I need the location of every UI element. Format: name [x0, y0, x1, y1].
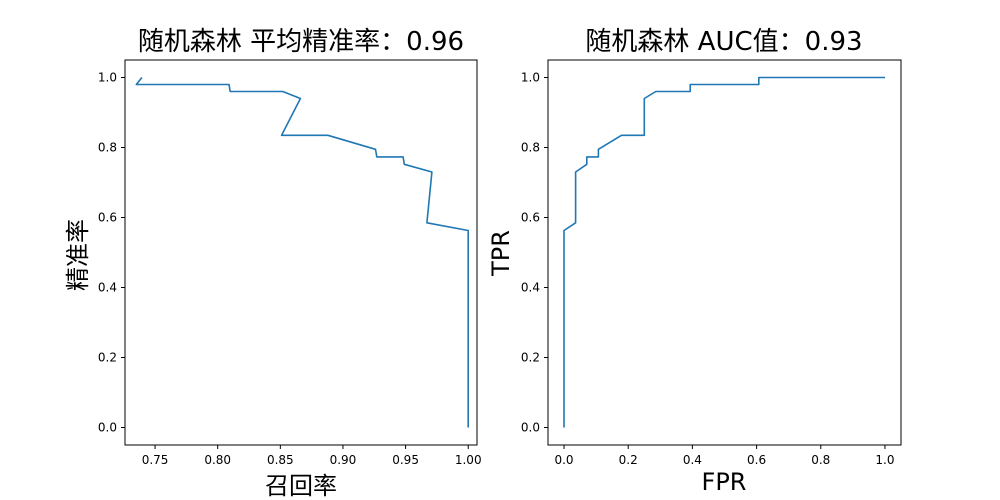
roc-panel: 随机森林 AUC值：0.93 FPR TPR 0.0 0.2 0.4 0.6 0.8 1.… [487, 27, 902, 496]
roc-x-tick-label: 0.8 [811, 453, 830, 467]
pr-y-tick-label: 1.0 [98, 71, 117, 85]
pr-curve-line [135, 77, 469, 428]
pr-y-tick-label: 0.4 [98, 281, 117, 295]
pr-ticks: 0.75 0.80 0.85 0.90 0.95 1.00 0.0 0.2 0.4 0.6 0.8 1… [98, 71, 482, 468]
pr-plot-frame [124, 59, 478, 446]
roc-y-tick-label: 0.8 [521, 141, 540, 155]
pr-y-axis-label: 精准率 [64, 219, 92, 291]
roc-plot-frame [547, 59, 902, 446]
roc-y-tick-label: 0.0 [521, 421, 540, 435]
roc-curve-line [563, 76, 885, 428]
pr-x-tick-label: 0.80 [204, 453, 231, 467]
roc-y-tick-label: 0.4 [521, 281, 540, 295]
pr-x-axis-label: 召回率 [265, 472, 337, 500]
pr-chart-title: 随机森林 平均精准率：0.96 [138, 27, 464, 57]
pr-y-tick-label: 0.6 [98, 211, 117, 225]
roc-x-tick-label: 0.2 [619, 453, 638, 467]
pr-x-tick-label: 1.00 [455, 453, 482, 467]
roc-x-tick-label: 0.4 [683, 453, 702, 467]
roc-y-tick-label: 0.6 [521, 211, 540, 225]
roc-ticks: 0.0 0.2 0.4 0.6 0.8 1.0 0.0 0.2 0.4 0.6 0.8 1.0 [521, 71, 895, 468]
precision-recall-panel: 随机森林 平均精准率：0.96 召回率 精准率 0.75 0.80 0.85 0.90… [64, 27, 482, 500]
pr-y-tick-label: 0.2 [98, 351, 117, 365]
roc-x-tick-label: 0.0 [554, 453, 573, 467]
roc-y-axis-label: TPR [487, 230, 515, 277]
roc-y-tick-label: 0.2 [521, 351, 540, 365]
roc-x-tick-label: 1.0 [875, 453, 894, 467]
roc-x-tick-label: 0.6 [747, 453, 766, 467]
pr-y-tick-label: 0.0 [98, 421, 117, 435]
pr-x-tick-label: 0.95 [392, 453, 419, 467]
roc-chart-title: 随机森林 AUC值：0.93 [585, 27, 862, 57]
pr-x-tick-label: 0.90 [330, 453, 357, 467]
pr-x-tick-label: 0.75 [142, 453, 169, 467]
roc-y-tick-label: 1.0 [521, 71, 540, 85]
pr-y-tick-label: 0.8 [98, 141, 117, 155]
pr-x-tick-label: 0.85 [267, 453, 294, 467]
roc-x-axis-label: FPR [702, 468, 747, 496]
